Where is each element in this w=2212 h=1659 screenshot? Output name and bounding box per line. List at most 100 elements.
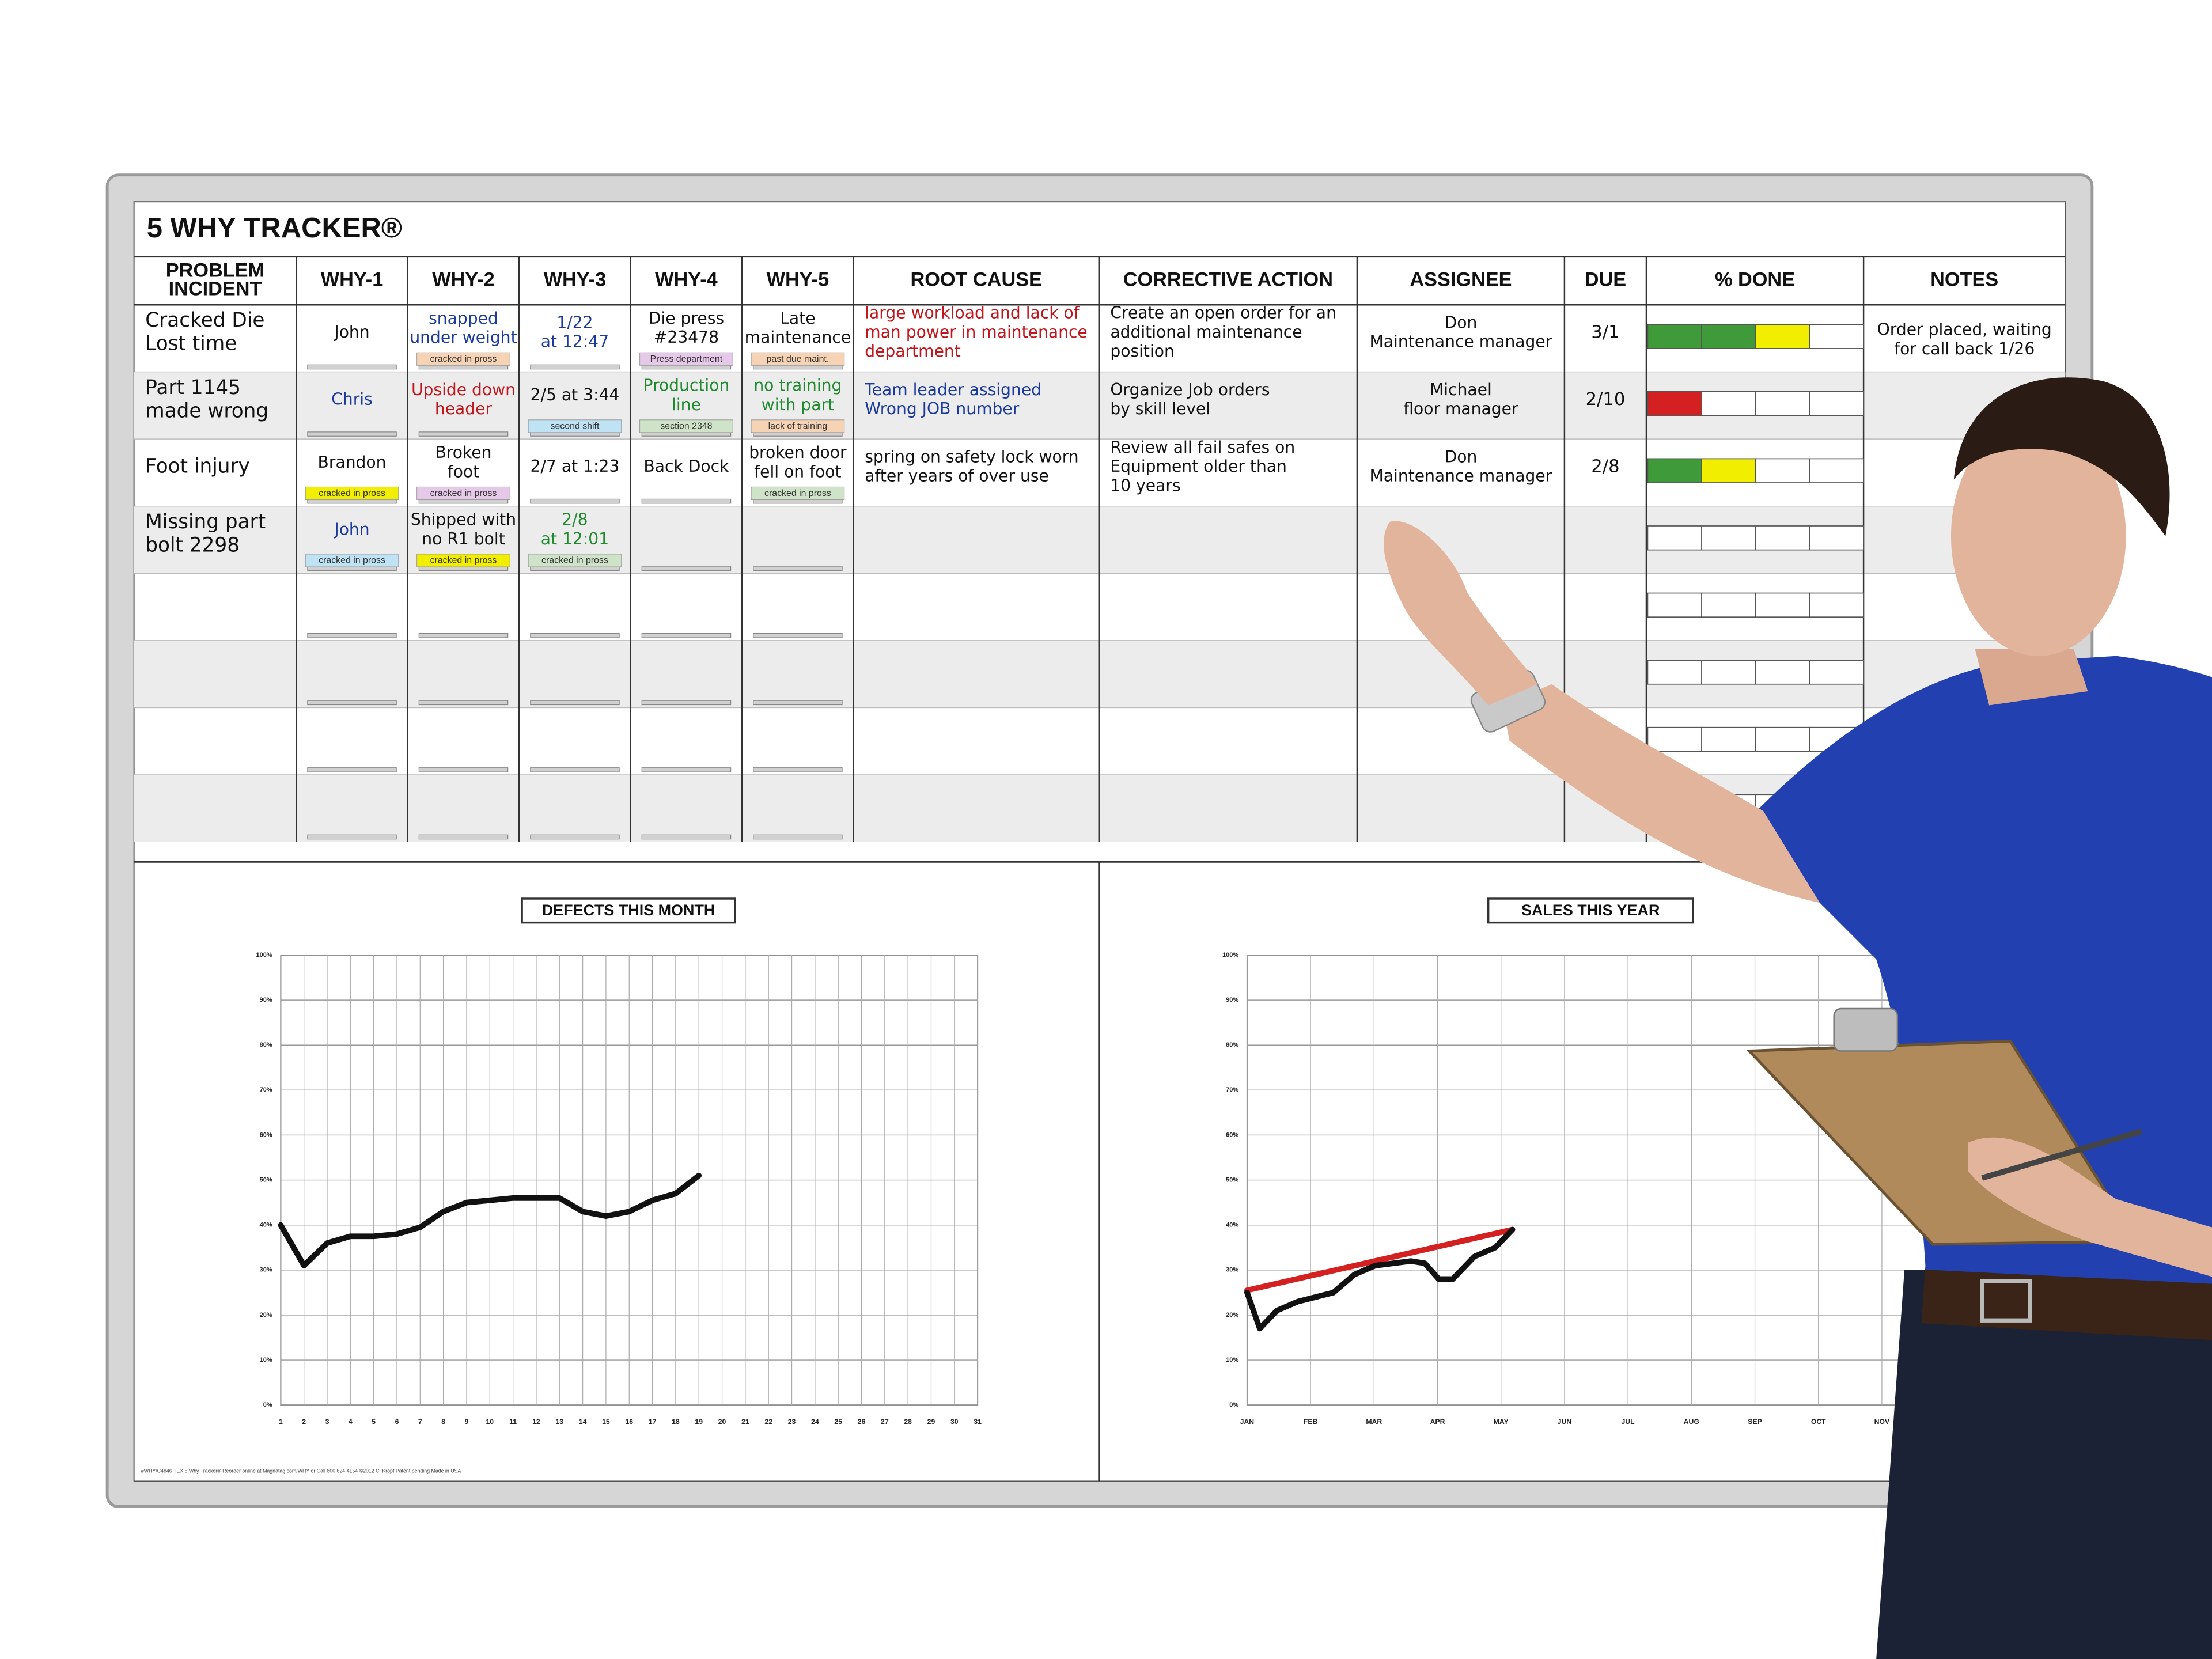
progress-box [1755, 660, 1810, 685]
x-tick-label: 19 [695, 1418, 703, 1426]
data-line [278, 1172, 702, 1268]
column-header: WHY-4 [655, 268, 718, 290]
cell-text: Maintenance manager [1370, 332, 1552, 351]
progress-box [1809, 458, 1864, 483]
cell-text: spring on safety lock worn [865, 447, 1078, 466]
progress-box [1809, 592, 1864, 618]
progress-box [1701, 660, 1756, 685]
x-tick-label: OCT [1811, 1418, 1826, 1426]
cell-text: line [672, 395, 701, 414]
x-tick-label: 6 [395, 1418, 399, 1426]
progress-box [1701, 726, 1756, 752]
cell-text: made wrong [145, 399, 268, 422]
column-header: CORRECTIVE ACTION [1123, 268, 1333, 290]
y-tick-label: 10% [260, 1357, 272, 1363]
progress-box [1647, 525, 1702, 551]
cell-text: at 12:47 [541, 332, 609, 351]
chart-title: SALES THIS YEAR [1521, 902, 1660, 919]
cell-text: Brandon [318, 453, 387, 472]
cell-text: 2/10 [1586, 389, 1626, 410]
data-line [1244, 1226, 1516, 1332]
y-tick-label: 50% [260, 1176, 272, 1183]
y-tick-label: 60% [260, 1131, 272, 1138]
cell-text: Don [1445, 447, 1478, 466]
y-tick-label: 40% [1226, 1222, 1238, 1229]
holder-bar [530, 767, 620, 772]
progress-magnet [1647, 324, 1702, 349]
progress-box [1809, 660, 1864, 685]
cell-text: Organize Job orders [1110, 380, 1270, 399]
x-tick-label: 8 [441, 1418, 445, 1426]
x-tick-label: 13 [555, 1418, 563, 1426]
x-tick-label: JUN [1558, 1418, 1572, 1426]
tag-text: cracked in pross [430, 556, 497, 566]
cell-text: at 12:01 [541, 529, 609, 548]
holder-bar [753, 700, 843, 706]
cell-text: with part [762, 395, 834, 414]
forearm [1502, 684, 1820, 903]
tag-text: cracked in pross [430, 488, 497, 498]
cell-text: 10 years [1110, 476, 1180, 495]
cell-text: Shipped with [411, 510, 516, 529]
progress-box [1755, 458, 1810, 483]
holder-bar [753, 566, 843, 571]
progress-box [1755, 726, 1810, 752]
cell-text: John [333, 520, 369, 539]
cell-text: fell on foot [754, 462, 841, 481]
cell-text: Foot injury [145, 455, 250, 478]
cell-text: Wrong JOB number [865, 399, 1019, 418]
x-tick-label: 23 [788, 1418, 796, 1426]
holder-bar [418, 632, 509, 638]
x-tick-label: 28 [904, 1418, 912, 1426]
y-tick-label: 20% [1226, 1312, 1238, 1319]
cell-text: after years of over use [865, 467, 1049, 486]
x-tick-label: 25 [834, 1418, 842, 1426]
chart-title-box [1487, 897, 1694, 924]
holder-bar [641, 767, 732, 772]
column-header: DUE [1585, 268, 1626, 290]
holder-bar [530, 632, 620, 638]
x-tick-label: 18 [672, 1418, 680, 1426]
column-header: INCIDENT [169, 278, 262, 300]
chart-title: DEFECTS THIS MONTH [542, 902, 715, 919]
column-header: ROOT CAUSE [910, 268, 1041, 290]
holder-bar [418, 834, 509, 840]
cell-text: Equipment older than [1110, 457, 1287, 476]
holder-bar [307, 834, 397, 840]
cell-text: Review all fail safes on [1110, 438, 1295, 457]
pants [1876, 1270, 2212, 1659]
progress-box [1809, 391, 1864, 416]
tag-text: Press department [650, 354, 723, 364]
y-tick-label: 100% [1222, 952, 1238, 959]
lower-hand [1968, 1137, 2212, 1277]
cell-text: snapped [429, 309, 498, 328]
cell-text: Michael [1430, 380, 1492, 399]
holder-bar [418, 431, 509, 437]
y-tick-label: 30% [260, 1267, 272, 1274]
x-tick-label: AUG [1684, 1418, 1699, 1426]
holder-bar [307, 364, 397, 370]
column-header: % DONE [1715, 268, 1795, 290]
cell-text: 2/8 [562, 510, 588, 529]
x-tick-label: 3 [325, 1418, 329, 1426]
tag-text: cracked in pross [319, 488, 385, 498]
x-tick-label: JAN [1240, 1418, 1255, 1426]
y-tick-label: 70% [260, 1086, 272, 1093]
holder-bar [307, 632, 397, 638]
progress-box [1647, 660, 1702, 685]
x-tick-label: 29 [927, 1418, 935, 1426]
x-tick-label: 11 [509, 1418, 517, 1426]
x-tick-label: 9 [465, 1418, 469, 1426]
cell-text: Missing part [145, 510, 266, 533]
tag-magnet [639, 352, 733, 366]
x-tick-label: JUL [1622, 1418, 1635, 1426]
cell-text: additional maintenance [1110, 323, 1302, 342]
y-tick-label: 70% [1226, 1086, 1238, 1093]
y-tick-label: 10% [1226, 1357, 1238, 1363]
holder-bar [641, 632, 732, 638]
y-tick-label: 80% [260, 1041, 272, 1048]
cell-text: #23478 [654, 328, 719, 347]
holder-bar [530, 498, 620, 504]
x-tick-label: 22 [764, 1418, 772, 1426]
